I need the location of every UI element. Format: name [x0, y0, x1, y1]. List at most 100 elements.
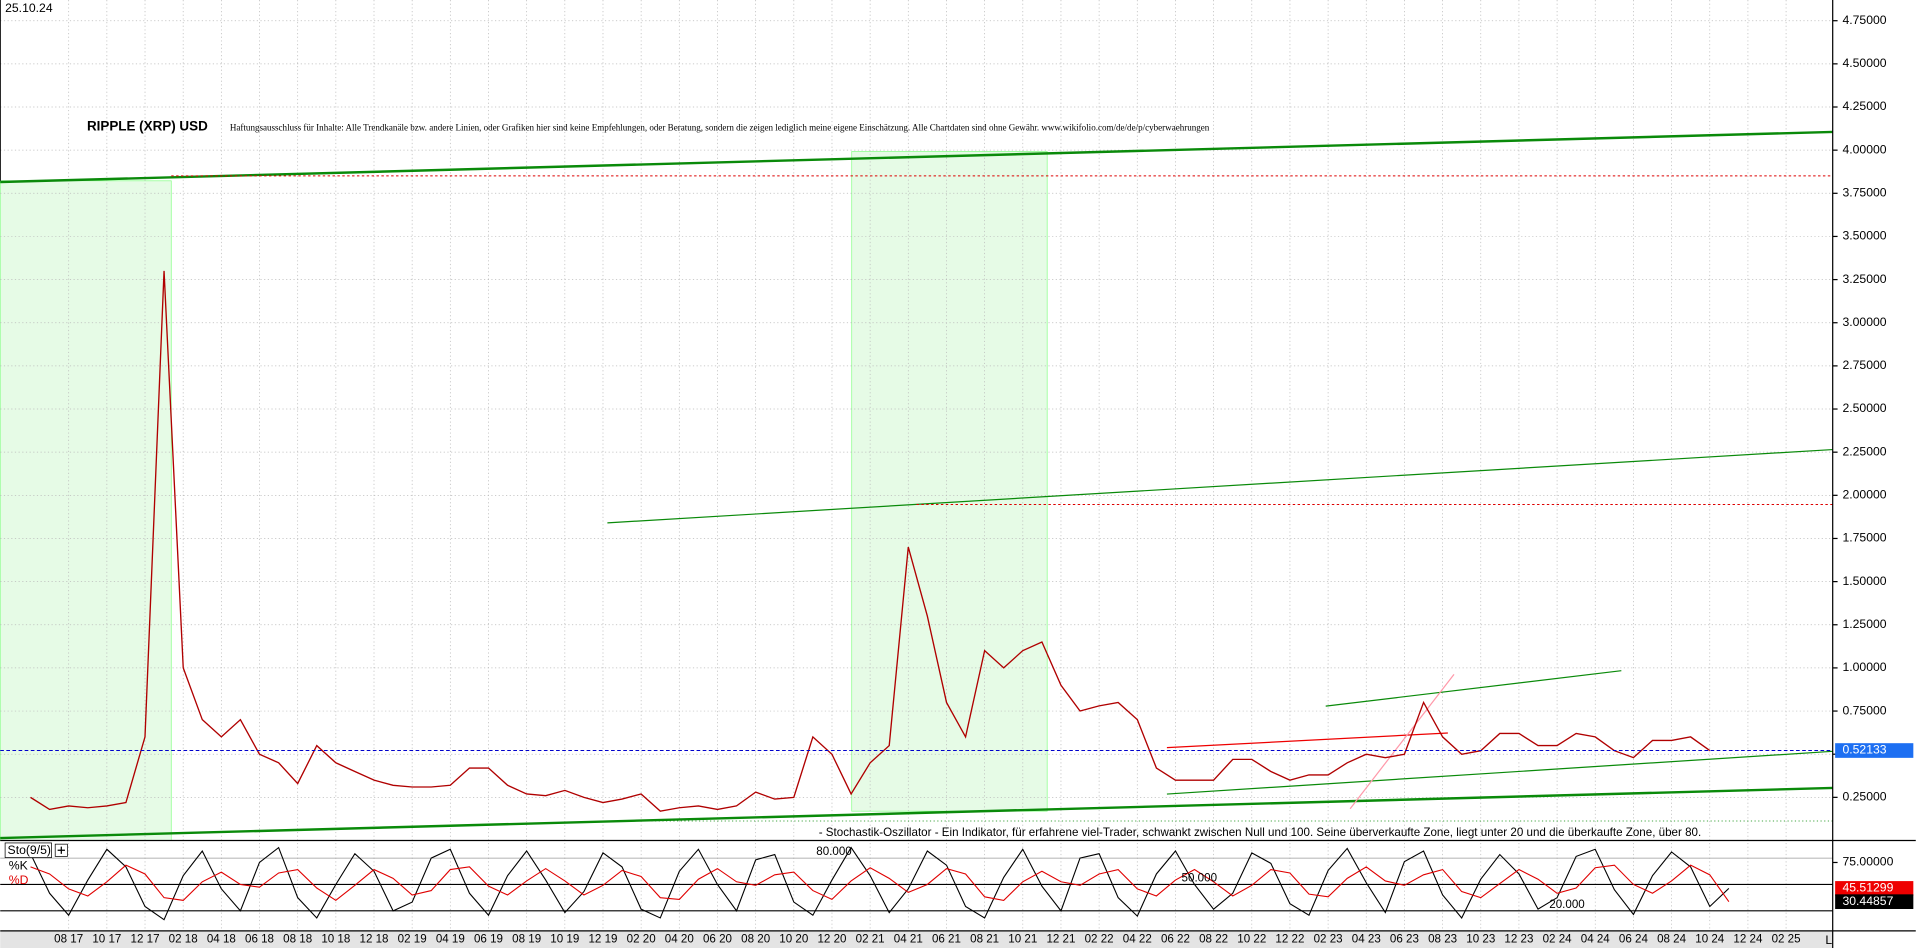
- x-tick-label: 08 20: [741, 933, 770, 946]
- y-tick-label: 2.00000: [1842, 488, 1886, 502]
- plot-layer: [0, 270, 1833, 921]
- x-tick-label: 06 22: [1161, 933, 1190, 946]
- x-tick-label: 10 24: [1695, 933, 1725, 946]
- x-tick-label: 02 19: [398, 933, 427, 946]
- x-axis-band: [0, 930, 1833, 948]
- x-tick-label: 04 23: [1352, 933, 1381, 946]
- x-tick-label: 10 19: [550, 933, 579, 946]
- corner-label: L: [1825, 933, 1832, 947]
- x-tick-label: 08 19: [512, 933, 541, 946]
- y-tick-label: 3.50000: [1842, 229, 1886, 243]
- indicator-description: - Stochastik-Oszillator - Ein Indikator,…: [819, 826, 1701, 839]
- current-value-box: [1835, 894, 1914, 910]
- x-tick-label: 10 18: [321, 933, 350, 946]
- x-tick-label: 02 21: [856, 933, 885, 946]
- trend-line: [1349, 673, 1455, 810]
- x-tick-label: 12 17: [131, 933, 160, 946]
- y-tick-label: 4.50000: [1842, 56, 1886, 70]
- expand-icon: [57, 846, 65, 854]
- x-tick-label: 04 24: [1581, 933, 1611, 946]
- chart-title: RIPPLE (XRP) USD: [87, 119, 208, 134]
- x-tick-label: 06 21: [932, 933, 961, 946]
- y-axis-band: [1832, 0, 1916, 948]
- x-tick-label: 12 18: [359, 933, 388, 946]
- y-tick-label: 3.75000: [1842, 186, 1886, 200]
- x-tick-label: 10 20: [779, 933, 808, 946]
- x-tick-label: 08 17: [54, 933, 83, 946]
- y-tick-label: 4.00000: [1842, 142, 1886, 156]
- x-tick-label: 02 22: [1085, 933, 1114, 946]
- disclaimer: Haftungsausschluss für Inhalte: Alle Tre…: [230, 122, 1210, 132]
- x-tick-label: 06 20: [703, 933, 732, 946]
- x-tick-label: 02 20: [627, 933, 656, 946]
- trend-line: [1325, 670, 1622, 707]
- current-price-label: 0.52133: [1842, 743, 1886, 757]
- y-tick-label: 1.25000: [1842, 617, 1886, 631]
- y-tick-label: 0.75000: [1842, 703, 1886, 717]
- x-tick-label: 08 24: [1657, 933, 1687, 946]
- x-tick-label: 08 18: [283, 933, 312, 946]
- series-line: [30, 846, 1730, 921]
- series-line: [30, 864, 1730, 903]
- level-label: 50.000: [1182, 871, 1217, 884]
- grid-layer: [0, 0, 1833, 929]
- x-tick-label: 06 23: [1390, 933, 1419, 946]
- current-value-label: 30.44857: [1842, 894, 1893, 908]
- indicator-name: Sto(9/5): [8, 843, 51, 857]
- x-tick-label: 12 23: [1504, 933, 1533, 946]
- current-price-box: [1835, 743, 1914, 758]
- x-tick-label: 08 23: [1428, 933, 1457, 946]
- x-tick-label: 04 21: [894, 933, 923, 946]
- y-tick-label: 0.25000: [1842, 790, 1886, 804]
- y-tick-label: 4.75000: [1842, 13, 1886, 27]
- trend-line: [607, 448, 1833, 524]
- y-tick-label: 2.50000: [1842, 401, 1886, 415]
- x-tick-label: 12 20: [817, 933, 846, 946]
- x-tick-label: 04 18: [207, 933, 236, 946]
- x-tick-label: 02 25: [1772, 933, 1801, 946]
- indicator-box: [4, 842, 52, 858]
- x-tick-label: 12 24: [1733, 933, 1763, 946]
- x-tick-label: 12 21: [1046, 933, 1075, 946]
- x-tick-label: 10 21: [1008, 933, 1037, 946]
- legend-entry: %D: [9, 873, 29, 887]
- x-tick-label: 06 19: [474, 933, 503, 946]
- x-tick-label: 10 22: [1237, 933, 1266, 946]
- y-tick-label: 3.00000: [1842, 315, 1886, 329]
- trend-line: [0, 130, 1833, 184]
- x-tick-label: 04 22: [1123, 933, 1152, 946]
- series-line: [30, 270, 1711, 812]
- x-tick-label: 10 23: [1466, 933, 1495, 946]
- x-tick-label: 02 24: [1543, 933, 1573, 946]
- highlight-zone: [0, 180, 172, 841]
- y-tick-label: 2.25000: [1842, 444, 1886, 458]
- x-tick-label: 06 18: [245, 933, 274, 946]
- date-label: 25.10.24: [5, 1, 53, 15]
- x-tick-label: 12 22: [1275, 933, 1304, 946]
- x-tick-label: 10 17: [92, 933, 121, 946]
- legend-entry: %K: [9, 858, 28, 872]
- level-label: 20.000: [1549, 898, 1584, 911]
- y-tick-label: 4.25000: [1842, 99, 1886, 113]
- trend-lines: [0, 130, 1833, 840]
- current-value-label: 45.51299: [1842, 881, 1893, 895]
- highlight-zone: [851, 151, 1048, 812]
- x-tick-label: 08 21: [970, 933, 999, 946]
- y-tick-label: 1.00000: [1842, 660, 1886, 674]
- y-tick-label: 1.50000: [1842, 574, 1886, 588]
- y-tick-label: 1.75000: [1842, 531, 1886, 545]
- x-tick-label: 02 23: [1314, 933, 1343, 946]
- x-tick-label: 02 18: [169, 933, 198, 946]
- x-tick-label: 08 22: [1199, 933, 1228, 946]
- x-tick-label: 04 20: [665, 933, 694, 946]
- y-tick-label: 2.75000: [1842, 358, 1886, 372]
- trend-line: [1166, 732, 1448, 749]
- x-tick-label: 06 24: [1619, 933, 1649, 946]
- trend-line: [1166, 750, 1833, 795]
- y-tick-label: 75.00000: [1842, 855, 1893, 869]
- current-value-box: [1835, 881, 1914, 896]
- y-tick-label: 3.25000: [1842, 272, 1886, 286]
- x-tick-label: 04 19: [436, 933, 465, 946]
